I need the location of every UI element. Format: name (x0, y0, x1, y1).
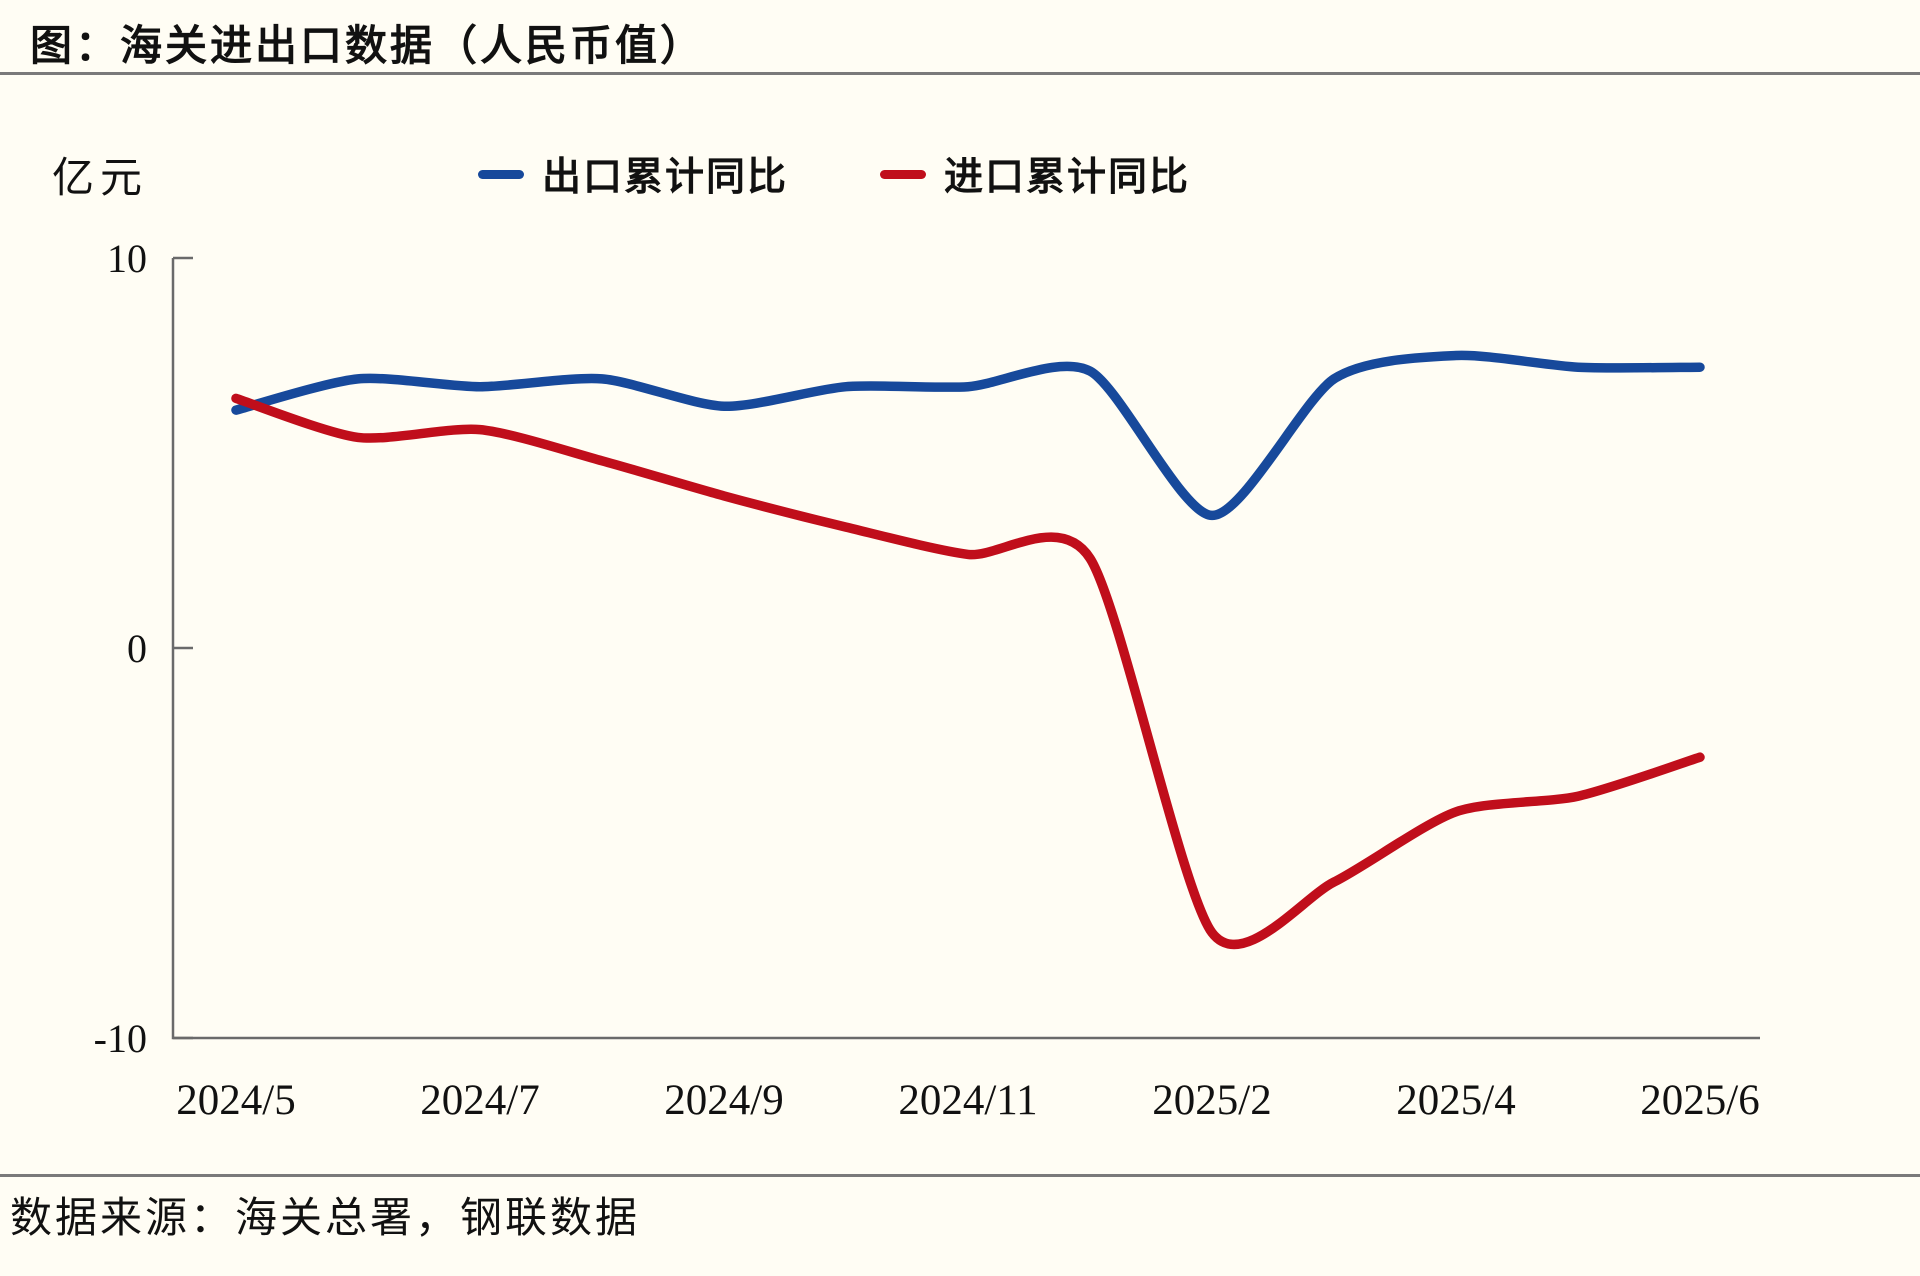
y-axis-unit-label: 亿元 (52, 156, 149, 202)
legend-item-export: 出口累计同比 (478, 146, 788, 202)
export-series-line (231, 350, 1705, 521)
import-series-swatch (880, 169, 927, 179)
x-tick-label: 2024/7 (420, 1077, 539, 1124)
legend-item-import: 进口累计同比 (880, 146, 1190, 202)
y-tick-label: 10 (107, 236, 147, 281)
import-series-line (231, 393, 1705, 950)
source-note: 数据来源：海关总署，钢联数据 (10, 1196, 641, 1242)
axis-frame (171, 258, 1760, 1040)
export-series-swatch (478, 169, 524, 179)
legend-label-export: 出口累计同比 (542, 156, 789, 199)
x-tick-label: 2025/4 (1396, 1077, 1515, 1124)
x-tick-label: 2025/2 (1152, 1077, 1271, 1124)
chart-legend: 出口累计同比 进口累计同比 (478, 146, 1190, 202)
legend-label-import: 进口累计同比 (944, 156, 1191, 199)
title-separator-line (0, 72, 1920, 75)
y-tick-label: 0 (127, 626, 147, 671)
footer-separator-line (0, 1174, 1920, 1177)
y-tick-label: -10 (94, 1016, 147, 1061)
x-tick-label: 2024/5 (176, 1077, 295, 1124)
figure-title: 图：海关进出口数据（人民币值） (30, 24, 706, 70)
x-tick-label: 2024/9 (664, 1077, 783, 1124)
x-tick-label: 2025/6 (1640, 1077, 1759, 1124)
x-tick-label: 2024/11 (898, 1077, 1037, 1124)
